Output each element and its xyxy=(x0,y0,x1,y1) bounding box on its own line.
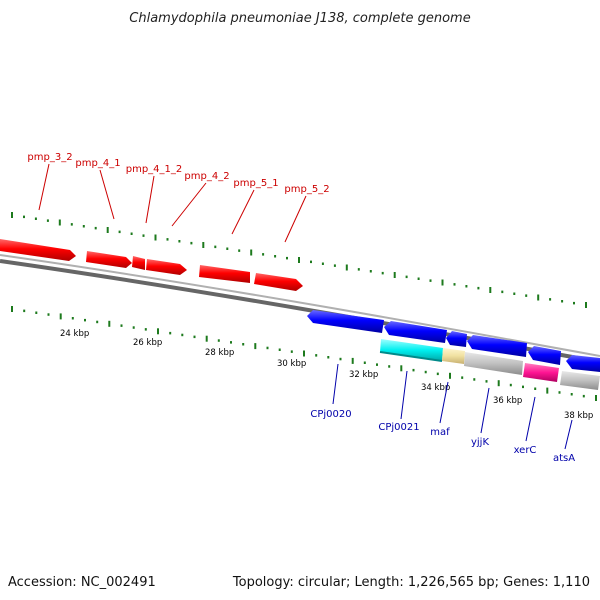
scale-label-26kbp: 26 kbp xyxy=(133,338,162,348)
topology-text: Topology: circular; Length: 1,226,565 bp… xyxy=(232,575,590,590)
leader-line-pmp_4_2 xyxy=(171,182,207,227)
map-title: Chlamydophila pneumoniae J138, complete … xyxy=(129,11,470,26)
leader-line-pmp_5_2 xyxy=(284,195,307,243)
scale-label-38kbp: 38 kbp xyxy=(564,411,593,421)
gene-label-pmp_4_1: pmp_4_1 xyxy=(75,158,120,169)
gene-arrow-xerC[interactable] xyxy=(528,346,561,365)
gene-label-pmp_4_1_2: pmp_4_1_2 xyxy=(126,164,183,175)
leader-line-CPj0020 xyxy=(332,363,339,405)
feature-block-magenta[interactable] xyxy=(523,363,559,382)
feature-track xyxy=(379,339,600,390)
feature-block-cyan[interactable] xyxy=(380,339,443,361)
scale-label-30kbp: 30 kbp xyxy=(277,359,306,369)
leader-line-pmp_5_1 xyxy=(231,189,255,235)
leader-line-pmp_4_1_2 xyxy=(145,175,155,224)
gene-arrow-pmp_4_1[interactable] xyxy=(86,251,132,268)
gene-label-CPj0021: CPj0021 xyxy=(378,422,419,433)
leader-line-CPj0021 xyxy=(400,370,408,420)
gene-arrow-pmp_3_2[interactable] xyxy=(0,239,76,261)
accession-text: Accession: NC_002491 xyxy=(8,575,156,590)
scale-label-36kbp: 36 kbp xyxy=(493,396,522,406)
gene-arrow-yjjK[interactable] xyxy=(467,335,527,357)
forward-gene-track xyxy=(0,239,303,291)
forward-gene-labels xyxy=(38,163,307,243)
reverse-gene-track xyxy=(307,310,600,372)
leader-line-xerC xyxy=(525,396,536,442)
gene-label-maf: maf xyxy=(430,427,450,438)
feature-block-grey-2[interactable] xyxy=(560,371,600,390)
gene-label-pmp_5_1: pmp_5_1 xyxy=(233,178,278,189)
gene-arrow-atsA[interactable] xyxy=(566,355,600,372)
gene-arrow-pmp_5_1[interactable] xyxy=(199,265,250,283)
gene-label-atsA: atsA xyxy=(553,453,575,464)
forward-tick-ruler xyxy=(11,212,587,308)
scale-labels: 24 kbp 26 kbp 28 kbp 30 kbp 32 kbp 34 kb… xyxy=(60,329,593,421)
reverse-gene-labels xyxy=(332,363,573,450)
leader-line-maf xyxy=(439,381,449,424)
scale-label-28kbp: 28 kbp xyxy=(205,348,234,358)
scale-label-32kbp: 32 kbp xyxy=(349,370,378,380)
gene-arrow-pmp_4_2[interactable] xyxy=(146,259,187,275)
leader-line-pmp_3_2 xyxy=(38,163,50,211)
gene-label-pmp_4_2: pmp_4_2 xyxy=(184,171,229,182)
gene-arrow-pmp_4_1_2[interactable] xyxy=(132,256,145,270)
leader-line-pmp_4_1 xyxy=(99,169,115,220)
feature-underline-cyan xyxy=(379,351,443,362)
gene-label-CPj0020: CPj0020 xyxy=(310,409,351,420)
feature-block-grey-1[interactable] xyxy=(464,352,523,375)
gene-arrow-pmp_5_2[interactable] xyxy=(254,273,303,291)
leader-line-atsA xyxy=(564,419,573,450)
feature-block-yellow[interactable] xyxy=(442,348,465,364)
gene-arrow-maf[interactable] xyxy=(446,331,467,347)
gene-arrow-CPj0020[interactable] xyxy=(307,310,384,333)
reverse-tick-ruler xyxy=(11,306,597,401)
scale-label-34kbp: 34 kbp xyxy=(421,383,450,393)
gene-label-pmp_3_2: pmp_3_2 xyxy=(27,152,72,163)
gene-label-xerC: xerC xyxy=(514,445,537,456)
gene-label-yjjK: yjjK xyxy=(471,437,489,448)
backbone-line-outer xyxy=(0,254,600,357)
scale-label-24kbp: 24 kbp xyxy=(60,329,89,339)
gene-arrow-CPj0021[interactable] xyxy=(384,321,447,343)
leader-line-yjjK xyxy=(480,387,490,434)
gene-label-pmp_5_2: pmp_5_2 xyxy=(284,184,329,195)
